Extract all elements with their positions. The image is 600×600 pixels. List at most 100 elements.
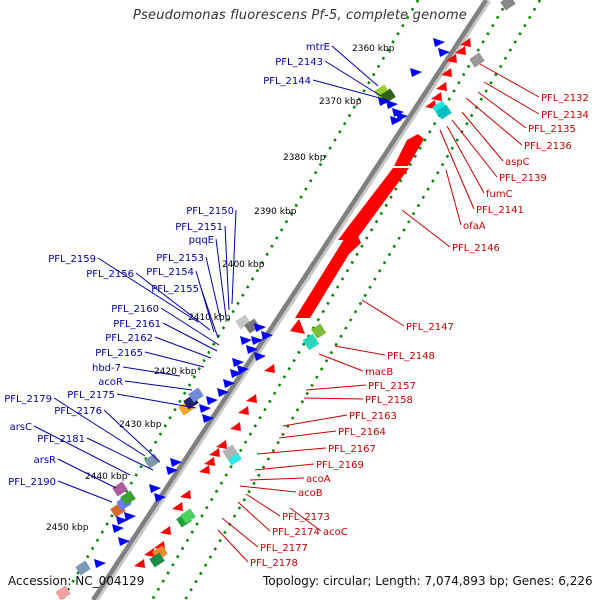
forward-gene-arrow-23	[166, 466, 178, 475]
gene-box-olive	[311, 323, 327, 339]
forward-gene-arrow-4	[386, 100, 398, 109]
leader-line-left-19	[103, 409, 161, 463]
leader-line-left-13	[154, 336, 212, 359]
reverse-gene-arrow-12	[209, 448, 220, 457]
gene-box-steel-a	[188, 387, 204, 403]
leader-line-left-6	[205, 256, 222, 323]
leader-line-left-21	[86, 437, 154, 471]
forward-gene-arrow-18	[217, 388, 229, 397]
reverse-gene-arrow-14	[199, 465, 210, 474]
gene-arrow-pfl-2148	[290, 319, 305, 334]
reverse-feature-track	[150, 0, 510, 600]
scale-label-2370-kbp: 2370 kbp	[319, 97, 362, 107]
gene-label-pfl-2167: PFL_2167	[328, 444, 376, 455]
forward-gene-arrow-21	[202, 414, 214, 423]
genome-stats-text: Topology: circular; Length: 7,074,893 bp…	[263, 574, 593, 588]
gene-box-lime-a	[374, 84, 390, 100]
leader-line-right-9	[401, 209, 451, 248]
forward-gene-arrow-28	[112, 524, 124, 533]
gene-label-mtre: mtrE	[306, 42, 330, 53]
leader-line-left-18	[53, 397, 146, 457]
gene-label-pfl-2174: PFL_2174	[272, 527, 320, 538]
gene-label-pfl-2146: PFL_2146	[452, 243, 500, 254]
leader-line-right-11	[334, 345, 386, 356]
gene-arrow-ofaA	[338, 168, 409, 240]
leader-line-right-22	[237, 501, 271, 532]
gene-label-pfl-2147: PFL_2147	[406, 322, 454, 333]
scale-label-2440-kbp: 2440 kbp	[85, 472, 128, 482]
forward-gene-arrow-2	[410, 68, 422, 77]
leader-line-right-15	[282, 414, 348, 427]
scale-label-2430-kbp: 2430 kbp	[119, 420, 162, 430]
gene-label-acoa: acoA	[306, 474, 331, 485]
gene-box-green-d	[120, 490, 136, 506]
scale-label-2400-kbp: 2400 kbp	[222, 260, 265, 270]
leader-line-left-5	[215, 238, 227, 318]
leader-line-right-17	[256, 447, 327, 455]
gene-label-pfl-2159: PFL_2159	[48, 254, 96, 265]
forward-gene-arrow-12	[246, 345, 258, 354]
leader-line-right-10	[361, 299, 405, 327]
inner-tick-track	[183, 0, 542, 600]
forward-gene-arrow-8	[254, 323, 266, 332]
leader-line-left-16	[124, 380, 193, 391]
forward-gene-arrow-6	[390, 116, 402, 125]
genome-backbone	[91, 0, 488, 600]
leader-line-right-1	[483, 81, 540, 115]
forward-gene-arrow-3	[378, 97, 390, 106]
reverse-gene-arrow-5	[431, 92, 442, 101]
gene-label-arsc: arsC	[10, 422, 32, 433]
leader-line-right-3	[465, 97, 523, 146]
gene-label-pfl-2134: PFL_2134	[541, 110, 589, 121]
leader-line-left-14	[144, 351, 205, 368]
forward-gene-arrow-30	[94, 559, 106, 568]
leader-line-left-1	[324, 60, 382, 97]
reverse-gene-arrow-1	[455, 46, 466, 55]
gene-label-pfl-2136: PFL_2136	[524, 141, 572, 152]
gene-label-pfl-2176: PFL_2176	[54, 406, 102, 417]
leader-line-right-16	[278, 430, 337, 439]
reverse-gene-arrow-16	[172, 502, 183, 511]
forward-gene-arrow-15	[237, 365, 249, 374]
gene-label-pfl-2141: PFL_2141	[476, 205, 524, 216]
gene-box-grey-d	[235, 314, 251, 330]
gene-box-slate-b	[75, 560, 91, 576]
gene-label-macb: macB	[365, 367, 393, 378]
reverse-gene-arrow-0	[460, 38, 471, 47]
reverse-gene-arrow-11	[216, 440, 227, 449]
reverse-gene-arrow-8	[246, 394, 257, 403]
reverse-gene-arrow-2	[446, 54, 457, 63]
reverse-gene-arrow-3	[441, 68, 452, 77]
forward-gene-arrow-25	[154, 493, 166, 502]
reverse-gene-arrow-15	[180, 490, 191, 499]
gene-label-pfl-2169: PFL_2169	[316, 460, 364, 471]
gene-label-pfl-2173: PFL_2173	[282, 512, 330, 523]
gene-label-pfl-2156: PFL_2156	[86, 269, 134, 280]
gene-box-grey-b	[500, 0, 516, 11]
gene-label-pfl-2161: PFL_2161	[113, 319, 161, 330]
forward-gene-arrow-16	[230, 369, 242, 378]
leader-line-right-6	[446, 125, 485, 194]
forward-gene-arrow-27	[116, 516, 128, 525]
gene-label-aspc: aspC	[505, 157, 530, 168]
leader-line-right-2	[477, 91, 527, 129]
reverse-gene-arrow-10	[230, 422, 241, 431]
forward-gene-arrow-26	[124, 512, 136, 521]
reverse-gene-arrow-19	[144, 548, 155, 557]
leader-line-left-22	[57, 458, 117, 489]
gene-box-cyan-b	[226, 450, 242, 466]
leader-line-right-18	[254, 463, 315, 471]
leader-line-right-24	[221, 517, 259, 548]
gene-label-pfl-2143: PFL_2143	[275, 57, 323, 68]
gene-label-pfl-2139: PFL_2139	[499, 173, 547, 184]
leader-line-left-2	[312, 79, 388, 101]
scale-label-2390-kbp: 2390 kbp	[254, 207, 297, 217]
gene-label-acoc: acoC	[323, 527, 348, 538]
leader-line-left-10	[200, 287, 219, 339]
scale-label-2410-kbp: 2410 kbp	[188, 313, 231, 323]
leader-line-right-14	[303, 397, 364, 400]
gene-label-pfl-2165: PFL_2165	[95, 348, 143, 359]
forward-gene-arrow-5	[392, 108, 404, 117]
gene-box-pink-a	[55, 585, 71, 600]
